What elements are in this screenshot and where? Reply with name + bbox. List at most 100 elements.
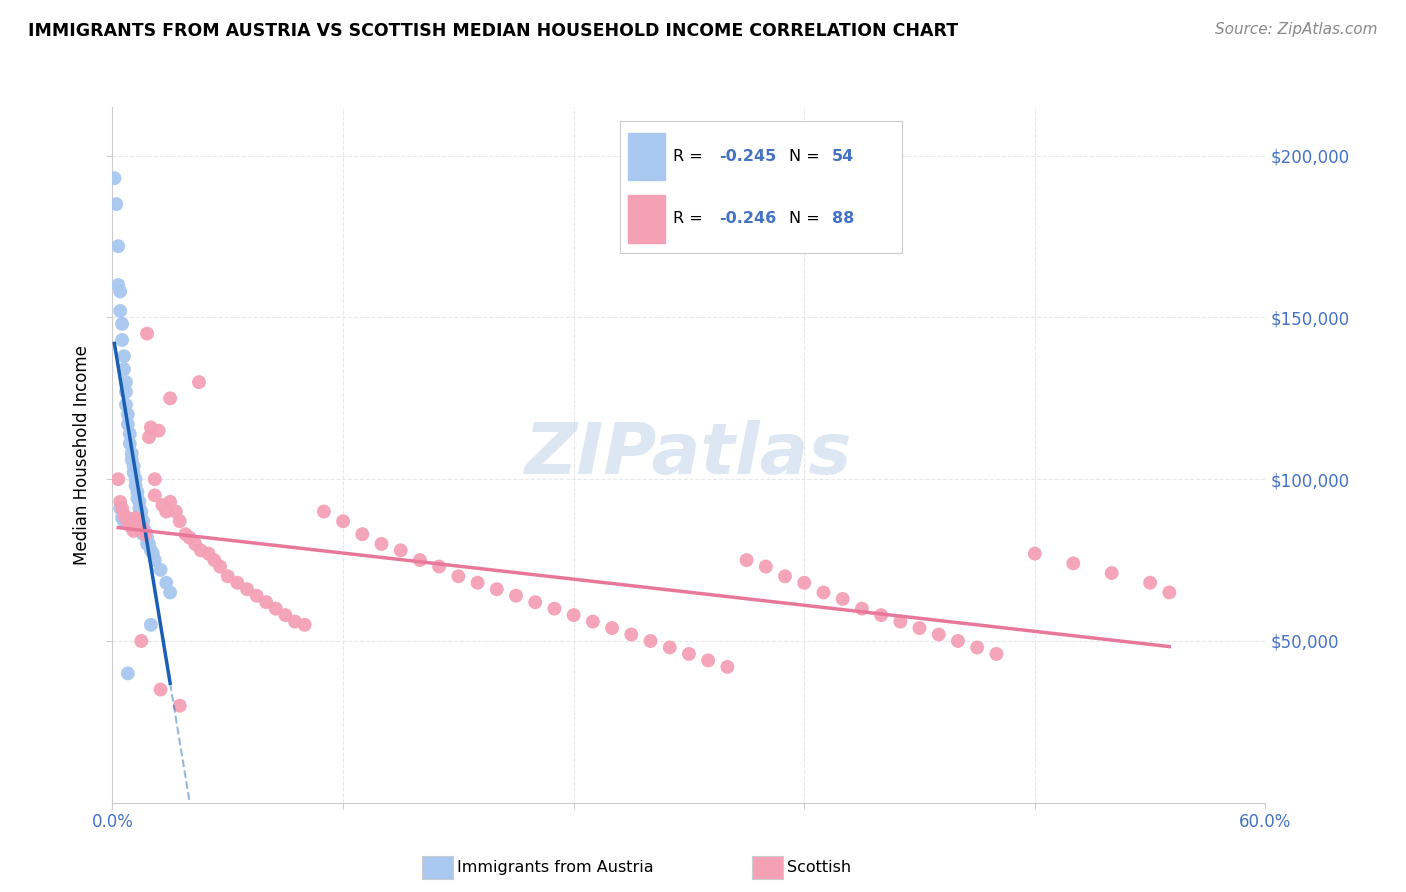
Point (121, 452, 143, 467)
Point (946, 634, 969, 648)
Point (562, 608, 585, 623)
Text: Source: ZipAtlas.com: Source: ZipAtlas.com (1215, 22, 1378, 37)
Point (122, 521, 145, 535)
Point (467, 575, 489, 590)
Point (111, 511, 134, 525)
Text: -0.245: -0.245 (718, 149, 776, 164)
Point (117, 408, 139, 422)
Point (122, 466, 145, 480)
Point (1139, 575, 1161, 590)
Point (928, 627, 950, 641)
Point (485, 582, 508, 597)
Point (124, 478, 146, 492)
Point (115, 511, 138, 525)
Point (122, 524, 145, 538)
Point (1062, 557, 1084, 571)
Point (138, 537, 160, 551)
Point (108, 495, 131, 509)
Point (773, 569, 796, 583)
Point (112, 508, 135, 522)
Point (129, 521, 153, 535)
Point (986, 647, 1008, 661)
Point (226, 575, 249, 590)
Point (870, 608, 893, 623)
Point (197, 547, 219, 561)
Point (121, 521, 143, 535)
Point (169, 514, 191, 528)
Point (159, 495, 181, 509)
Point (678, 647, 700, 661)
Point (118, 426, 141, 441)
Point (370, 537, 392, 551)
Point (908, 621, 931, 635)
Point (264, 601, 287, 615)
Point (112, 362, 135, 376)
Point (129, 511, 153, 525)
Point (128, 517, 150, 532)
Point (111, 501, 134, 516)
Point (143, 553, 166, 567)
Point (132, 521, 155, 535)
Point (209, 559, 232, 574)
Point (117, 417, 139, 432)
Text: ZIPatlas: ZIPatlas (526, 420, 852, 490)
Point (831, 591, 853, 606)
Point (142, 547, 165, 561)
Point (139, 543, 162, 558)
Point (138, 430, 160, 444)
Point (620, 627, 643, 641)
Point (103, 171, 125, 186)
Point (134, 524, 156, 538)
Point (132, 524, 155, 538)
Point (117, 511, 139, 525)
Point (128, 521, 150, 535)
Point (274, 608, 297, 623)
Text: R =: R = (673, 149, 709, 164)
Point (735, 553, 758, 567)
Y-axis label: Median Household Income: Median Household Income (73, 345, 91, 565)
Point (128, 495, 150, 509)
Point (966, 640, 988, 655)
Point (524, 595, 547, 609)
Point (117, 514, 139, 528)
Point (1024, 547, 1046, 561)
Point (582, 615, 605, 629)
Point (149, 563, 172, 577)
Point (132, 527, 155, 541)
Point (139, 617, 162, 632)
Point (184, 537, 207, 551)
Point (332, 514, 354, 528)
Point (143, 488, 166, 502)
Point (155, 575, 177, 590)
Point (1101, 566, 1123, 580)
Point (187, 375, 211, 389)
Point (889, 615, 911, 629)
Point (409, 553, 432, 567)
Point (152, 498, 174, 512)
Point (1159, 585, 1181, 599)
Point (851, 601, 873, 615)
Point (129, 524, 153, 538)
Point (115, 384, 138, 399)
Point (155, 504, 177, 518)
Point (447, 569, 470, 583)
Point (640, 634, 662, 648)
Point (127, 491, 149, 506)
Point (793, 575, 815, 590)
Point (112, 349, 135, 363)
Point (111, 333, 134, 347)
Point (121, 446, 143, 460)
Point (139, 420, 162, 434)
Point (505, 589, 527, 603)
Point (136, 326, 159, 341)
Point (129, 634, 153, 648)
Point (118, 514, 141, 528)
Point (755, 559, 778, 574)
Point (254, 595, 277, 609)
Point (121, 517, 143, 532)
Point (294, 617, 316, 632)
Point (118, 517, 141, 532)
Point (115, 375, 138, 389)
Point (129, 504, 153, 518)
Point (284, 615, 307, 629)
